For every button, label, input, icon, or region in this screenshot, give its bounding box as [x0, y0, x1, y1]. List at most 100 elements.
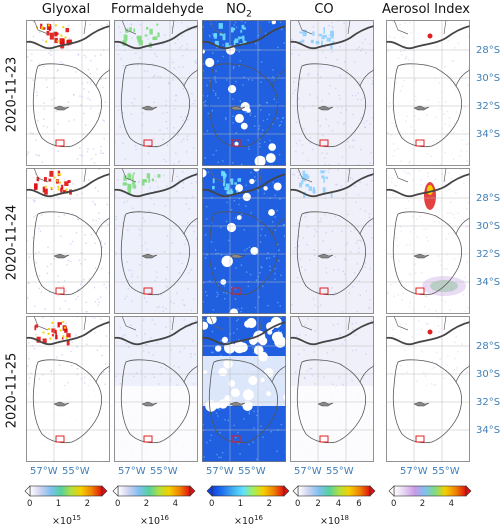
- region-border: [392, 211, 462, 296]
- marker-box: [55, 139, 65, 147]
- map-panel-no2-row3: [202, 316, 286, 462]
- marker-box: [55, 287, 65, 295]
- colorbar-exponent-formaldehyde: ×1016: [140, 514, 169, 528]
- river-line: [202, 321, 286, 346]
- colorbar-tick-no2-2: 1: [237, 499, 244, 509]
- colorbar-aerosol-index: [388, 485, 472, 497]
- row-label-3: 2020-11-25: [0, 316, 24, 464]
- panel-background: [202, 168, 286, 314]
- row-label-1: 2020-11-23: [0, 20, 24, 168]
- river-line: [114, 173, 198, 198]
- river-line: [114, 321, 198, 346]
- region-border: [208, 211, 278, 296]
- lake-shape: [53, 401, 70, 407]
- river-line: [386, 321, 470, 346]
- map-panel-glyoxal-row1: [26, 20, 110, 166]
- lon-label-55w-col3: 55°W: [238, 466, 266, 477]
- lake-shape: [229, 253, 246, 259]
- lat-label-row1-4: 34°S: [476, 129, 500, 140]
- marker-box: [143, 139, 153, 147]
- colorbar-tick-aerosol-index-3: 4: [448, 499, 455, 509]
- lat-label-row1-3: 32°S: [476, 101, 500, 112]
- lake-shape: [141, 105, 158, 111]
- lake-shape: [413, 105, 430, 111]
- river-line: [290, 25, 374, 50]
- marker-box: [415, 435, 425, 443]
- river-line: [290, 321, 374, 346]
- colorbar-exponent-no2: ×1016: [234, 514, 263, 528]
- colorbar-formaldehyde: [112, 485, 196, 497]
- colorbar-no2: [206, 485, 290, 497]
- region-border: [296, 211, 366, 296]
- row-label-2: 2020-11-24: [0, 168, 24, 316]
- no2-subscript: 2: [246, 9, 252, 20]
- marker-box: [231, 139, 241, 147]
- lake-shape: [317, 105, 334, 111]
- row-date-2: 2020-11-24: [4, 204, 20, 280]
- col-header-co: CO: [314, 2, 334, 17]
- marker-box: [319, 435, 329, 443]
- col-header-aerosol-index: Aerosol Index: [382, 2, 470, 17]
- lake-shape: [413, 401, 430, 407]
- lat-label-row2-3: 32°S: [476, 249, 500, 260]
- colorbar-tick-no2-3: 2: [266, 499, 273, 509]
- lake-shape: [141, 401, 158, 407]
- colorbar-tick-co-1: 0: [295, 499, 301, 509]
- marker-box: [319, 139, 329, 147]
- region-border: [208, 359, 278, 444]
- map-panel-no2-row2: [202, 168, 286, 314]
- map-panel-formaldehyde-row2: [114, 168, 198, 314]
- col-header-formaldehyde: Formaldehyde: [111, 2, 204, 17]
- colorbar-exponent-glyoxal: ×1015: [52, 514, 81, 528]
- lat-label-row2-4: 34°S: [476, 277, 500, 288]
- river-line: [26, 321, 110, 346]
- lon-label-57w-col3: 57°W: [206, 466, 234, 477]
- colorbar-co: [292, 485, 376, 497]
- map-panel-no2-row1: [202, 20, 286, 166]
- lake-shape: [141, 253, 158, 259]
- region-border: [120, 63, 190, 148]
- lat-label-row2-2: 30°S: [476, 221, 500, 232]
- map-panel-aerosol-index-row2: [386, 168, 470, 314]
- lat-label-row1-1: 28°S: [476, 45, 500, 56]
- map-panel-formaldehyde-row3: [114, 316, 198, 462]
- lat-label-row2-1: 28°S: [476, 193, 500, 204]
- map-panel-aerosol-index-row1: [386, 20, 470, 166]
- colorbar-tick-co-4: 6: [356, 499, 362, 509]
- lon-label-57w-col4: 57°W: [294, 466, 322, 477]
- row-date-3: 2020-11-25: [4, 352, 20, 428]
- lat-label-row3-4: 34°S: [476, 425, 500, 436]
- colorbar-tick-glyoxal-2: 1: [55, 499, 62, 509]
- colorbar-glyoxal: [24, 485, 108, 497]
- river-line: [202, 173, 286, 198]
- colorbar-tick-co-3: 4: [335, 499, 342, 509]
- river-line: [26, 25, 110, 50]
- river-line: [386, 25, 470, 50]
- colorbar-exponent-co: ×1018: [320, 514, 349, 528]
- panel-background: [114, 168, 198, 314]
- river-line: [26, 173, 110, 198]
- lon-label-57w-col2: 57°W: [118, 466, 146, 477]
- river-line: [386, 173, 470, 198]
- region-border: [32, 211, 102, 296]
- river-line: [290, 173, 374, 198]
- colorbar-tick-no2-1: 0: [209, 499, 215, 509]
- lon-label-57w-col1: 57°W: [30, 466, 58, 477]
- marker-box: [55, 435, 65, 443]
- marker-box: [319, 287, 329, 295]
- marker-box: [143, 287, 153, 295]
- marker-box: [143, 435, 153, 443]
- lake-shape: [53, 253, 70, 259]
- colorbar-tick-formaldehyde-2: 2: [143, 499, 150, 509]
- lake-shape: [317, 401, 334, 407]
- lat-label-row3-1: 28°S: [476, 341, 500, 352]
- map-panel-glyoxal-row2: [26, 168, 110, 314]
- region-border: [32, 359, 102, 444]
- marker-box: [415, 139, 425, 147]
- lake-shape: [229, 401, 246, 407]
- row-date-1: 2020-11-23: [4, 56, 20, 132]
- lat-label-row3-2: 30°S: [476, 369, 500, 380]
- lake-shape: [413, 253, 430, 259]
- panel-background: [386, 20, 470, 166]
- region-border: [120, 359, 190, 444]
